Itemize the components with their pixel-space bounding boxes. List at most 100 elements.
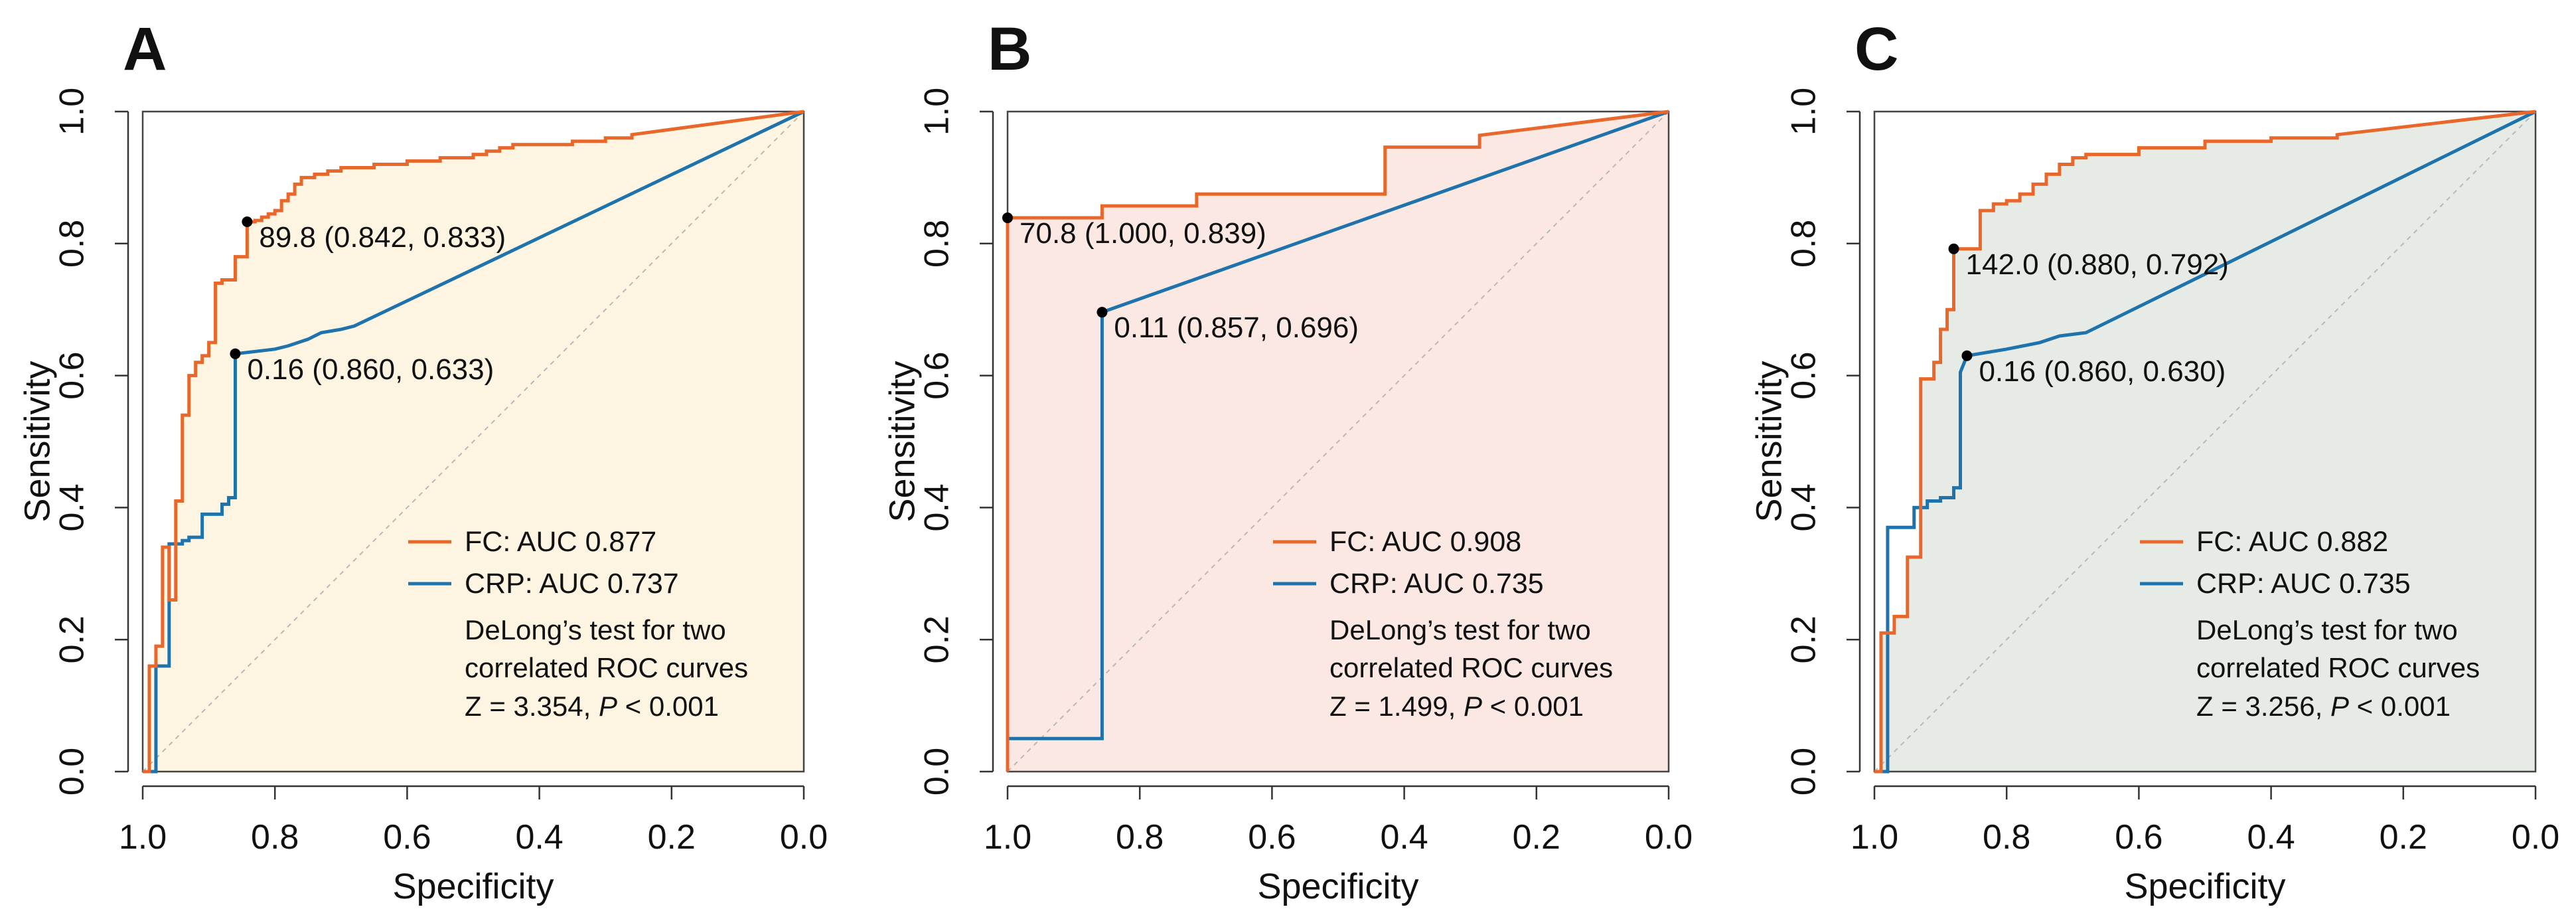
annotation-line-2: correlated ROC curves [465,652,748,683]
y-axis-title: Sensitivity [17,361,57,522]
p-symbol: P [1464,691,1482,722]
p-symbol: P [599,691,617,722]
y-tick-label: 0.8 [53,220,92,268]
y-tick-label: 1.0 [918,88,956,135]
x-axis: 1.0 0.8 0.6 0.4 0.2 0.0 [984,785,1693,857]
legend-label: CRP: AUC 0.735 [2196,568,2411,600]
cutoff-label-crp: 0.16 (0.860, 0.630) [1979,355,2226,388]
roc-curve-crp [1874,110,2537,774]
roc-curve-fc [143,110,804,774]
x-tick-label: 0.8 [1983,818,2030,857]
y-tick-label: 0.6 [1785,351,1823,399]
legend: FC: AUC 0.877 CRP: AUC 0.737 [408,526,679,600]
y-tick-label: 0.4 [918,483,956,531]
legend: FC: AUC 0.908 CRP: AUC 0.735 [1273,526,1544,600]
y-tick-label: 0.4 [1785,483,1823,531]
y-tick-label: 0.0 [53,748,92,795]
p-symbol: P [2330,691,2349,722]
x-axis-title: Specificity [1257,867,1418,906]
legend-label: FC: AUC 0.882 [2196,526,2388,558]
panel-letter: A [123,15,167,83]
x-axis: 1.0 0.8 0.6 0.4 0.2 0.0 [1851,785,2559,857]
p-value: < 0.001 [1482,691,1584,722]
y-tick-label: 1.0 [1785,88,1823,135]
cutoff-point-crp [1961,350,1973,361]
annotation-line-1: DeLong’s test for two [465,614,726,645]
y-tick-label: 0.4 [53,483,92,531]
annotation-line-1: DeLong’s test for two [1329,614,1591,645]
x-tick-label: 0.0 [780,818,828,857]
x-axis: 1.0 0.8 0.6 0.4 0.2 0.0 [119,785,828,857]
x-tick-label: 1.0 [984,818,1031,857]
y-axis-title: Sensitivity [882,361,922,522]
y-tick-label: 0.2 [53,616,92,663]
annotation-statistic: Z = 1.499, P < 0.001 [1329,691,1584,722]
y-axis: 0.0 0.2 0.4 0.6 0.8 1.0 [918,88,994,795]
reference-diagonal [142,111,804,772]
x-axis-title: Specificity [392,867,554,906]
y-tick-label: 0.2 [918,616,956,663]
legend-label: FC: AUC 0.877 [465,526,656,558]
x-tick-label: 0.6 [383,818,431,857]
y-tick-label: 0.6 [53,351,92,399]
panel-letter: B [988,15,1031,83]
x-tick-label: 1.0 [1851,818,1898,857]
x-tick-label: 0.2 [648,818,696,857]
x-tick-label: 0.0 [1645,818,1693,857]
cutoff-point-fc [242,216,253,227]
panel-a: A1.0 0.8 0.6 0.4 0.2 0.0Specificity0.00.20.40… [17,15,828,906]
y-tick-label: 0.0 [918,748,956,795]
y-tick-label: 0.6 [918,351,956,399]
legend-label: FC: AUC 0.908 [1329,526,1521,558]
panel-letter: C [1855,15,1898,83]
x-tick-label: 1.0 [119,818,167,857]
y-axis: 0.0 0.2 0.4 0.6 0.8 1.0 [53,88,129,795]
cutoff-label-fc: 89.8 (0.842, 0.833) [259,221,506,254]
x-tick-label: 0.4 [1380,818,1428,857]
delong-annotation: DeLong’s test for two correlated ROC curv… [1329,614,1613,722]
annotation-statistic: Z = 3.256, P < 0.001 [2196,691,2451,722]
x-tick-label: 0.2 [1513,818,1560,857]
y-tick-label: 0.2 [1785,616,1823,663]
y-axis-title: Sensitivity [1749,361,1789,522]
delong-annotation: DeLong’s test for two correlated ROC curv… [2196,614,2480,722]
x-tick-label: 0.8 [251,818,299,857]
cutoff-label-fc: 70.8 (1.000, 0.839) [1020,217,1266,250]
x-tick-label: 0.8 [1116,818,1164,857]
plot-frame [1873,110,2537,773]
z-statistic: Z = 3.354, [465,691,599,722]
cutoff-label-crp: 0.11 (0.857, 0.696) [1114,311,1359,344]
legend-label: CRP: AUC 0.737 [465,568,679,600]
annotation-line-1: DeLong’s test for two [2196,614,2458,645]
z-statistic: Z = 3.256, [2196,691,2330,722]
cutoff-label-crp: 0.16 (0.860, 0.633) [247,353,494,386]
panel-b: B1.0 0.8 0.6 0.4 0.2 0.0Specificity0.00.20.40… [882,15,1693,906]
x-tick-label: 0.0 [2512,818,2559,857]
cutoff-point-crp [230,348,241,359]
y-tick-label: 0.8 [1785,220,1823,268]
reference-diagonal [1007,111,1669,772]
legend-label: CRP: AUC 0.735 [1329,568,1544,600]
y-tick-label: 0.8 [918,220,956,268]
annotation-line-2: correlated ROC curves [2196,652,2480,683]
legend: FC: AUC 0.882 CRP: AUC 0.735 [2140,526,2411,600]
annotation-statistic: Z = 3.354, P < 0.001 [465,691,719,722]
p-value: < 0.001 [617,691,719,722]
y-tick-label: 0.0 [1785,748,1823,795]
p-value: < 0.001 [2349,691,2451,722]
x-tick-label: 0.6 [2115,818,2162,857]
z-statistic: Z = 1.499, [1329,691,1464,722]
panel-c: C1.0 0.8 0.6 0.4 0.2 0.0Specificity0.00.20.40… [1749,15,2559,906]
delong-annotation: DeLong’s test for two correlated ROC curv… [465,614,748,722]
x-axis-title: Specificity [2124,867,2285,906]
plot-frame [141,110,805,773]
x-tick-label: 0.4 [2247,818,2295,857]
reference-diagonal [1874,111,2536,772]
x-tick-label: 0.2 [2380,818,2427,857]
y-axis: 0.0 0.2 0.4 0.6 0.8 1.0 [1785,88,1861,795]
roc-curve-fc [1874,110,2536,774]
cutoff-point-crp [1097,307,1108,318]
roc-curve-fc [1006,110,1669,772]
x-tick-label: 0.6 [1248,818,1296,857]
